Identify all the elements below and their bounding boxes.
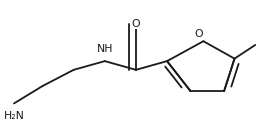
Text: O: O: [194, 29, 202, 39]
Text: NH: NH: [97, 44, 113, 54]
Text: H₂N: H₂N: [4, 111, 24, 121]
Text: O: O: [132, 19, 140, 29]
